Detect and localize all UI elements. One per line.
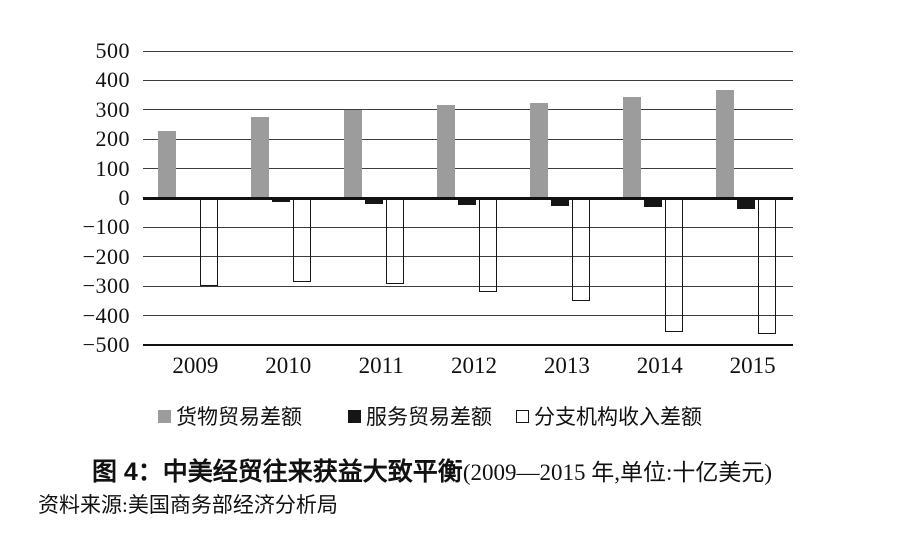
legend-label-affiliates: 分支机构收入差额 — [534, 405, 702, 429]
gridline--100 — [143, 226, 793, 228]
x-axis-label-2009: 2009 — [172, 353, 219, 378]
x-axis-label-2014: 2014 — [636, 353, 683, 378]
y-axis-tick-label: −500 — [82, 332, 130, 357]
bar-goods-2015 — [715, 89, 734, 198]
gridline-500 — [143, 50, 793, 52]
legend-marker-affiliates — [516, 409, 529, 423]
x-axis-label-2013: 2013 — [543, 353, 590, 378]
x-axis-label-2011: 2011 — [358, 353, 404, 378]
bar-services-2014 — [643, 198, 662, 208]
bar-services-2010 — [272, 198, 291, 203]
bar-affiliates-2011 — [386, 198, 405, 284]
legend-marker-services — [348, 409, 361, 423]
bar-services-2013 — [550, 198, 569, 206]
y-axis-tick-label: 400 — [95, 67, 130, 93]
y-axis-tick-label: 300 — [95, 96, 130, 122]
x-axis-label-2015: 2015 — [729, 353, 776, 378]
bar-goods-2010 — [251, 117, 270, 198]
bar-goods-2009 — [158, 130, 177, 198]
x-axis-label-2012: 2012 — [451, 353, 497, 378]
bar-goods-2014 — [622, 96, 641, 198]
bar-goods-2011 — [344, 110, 363, 198]
source-note: 资料来源:美国商务部经济分析局 — [38, 493, 338, 517]
bar-goods-2013 — [529, 103, 548, 198]
x-axis-label-2010: 2010 — [265, 353, 312, 378]
legend-label-goods: 货物贸易差额 — [176, 405, 302, 429]
figure-caption-subtitle: (2009—2015 年,单位:十亿美元) — [462, 460, 773, 485]
gridline-300 — [143, 109, 793, 111]
y-axis-tick-label: −400 — [82, 302, 130, 328]
bar-affiliates-2010 — [293, 198, 312, 283]
gridline--200 — [143, 256, 793, 258]
legend-item-affiliates: 分支机构收入差额 — [516, 401, 702, 431]
figure-caption: 图 4：中美经贸往来获益大致平衡(2009—2015 年,单位:十亿美元) — [0, 452, 882, 488]
gridline--300 — [143, 285, 793, 287]
gridline-400 — [143, 79, 793, 81]
legend-item-services: 服务贸易差额 — [348, 401, 492, 431]
chart-legend: 货物贸易差额 服务贸易差额 分支机构收入差额 — [158, 401, 702, 431]
y-axis-tick-label: 500 — [95, 38, 130, 63]
bar-affiliates-2014 — [664, 198, 683, 332]
legend-label-services: 服务贸易差额 — [366, 405, 492, 429]
bar-affiliates-2013 — [571, 198, 590, 301]
y-axis-tick-label: −300 — [82, 273, 130, 299]
bar-services-2012 — [458, 198, 476, 205]
bar-affiliates-2015 — [757, 198, 776, 334]
legend-item-goods: 货物贸易差额 — [158, 401, 302, 431]
y-axis-tick-label: 0 — [118, 185, 130, 210]
gridline--400 — [143, 315, 793, 317]
y-axis-tick-label: 200 — [95, 126, 130, 152]
figure-caption-title: 图 4：中美经贸往来获益大致平衡 — [91, 458, 463, 486]
gridline-100 — [143, 168, 793, 170]
gridline-200 — [143, 138, 793, 140]
zero-axis-line — [143, 196, 793, 200]
bar-affiliates-2012 — [479, 198, 497, 292]
y-axis-tick-label: −100 — [82, 214, 130, 240]
bar-affiliates-2009 — [200, 198, 219, 287]
y-axis-tick-label: −200 — [82, 243, 130, 269]
legend-marker-goods — [158, 409, 171, 423]
bar-goods-2012 — [437, 105, 455, 198]
gridline--500 — [143, 344, 793, 346]
y-axis-tick-label: 100 — [95, 155, 130, 181]
bar-services-2015 — [736, 198, 755, 209]
bar-services-2011 — [365, 198, 384, 204]
